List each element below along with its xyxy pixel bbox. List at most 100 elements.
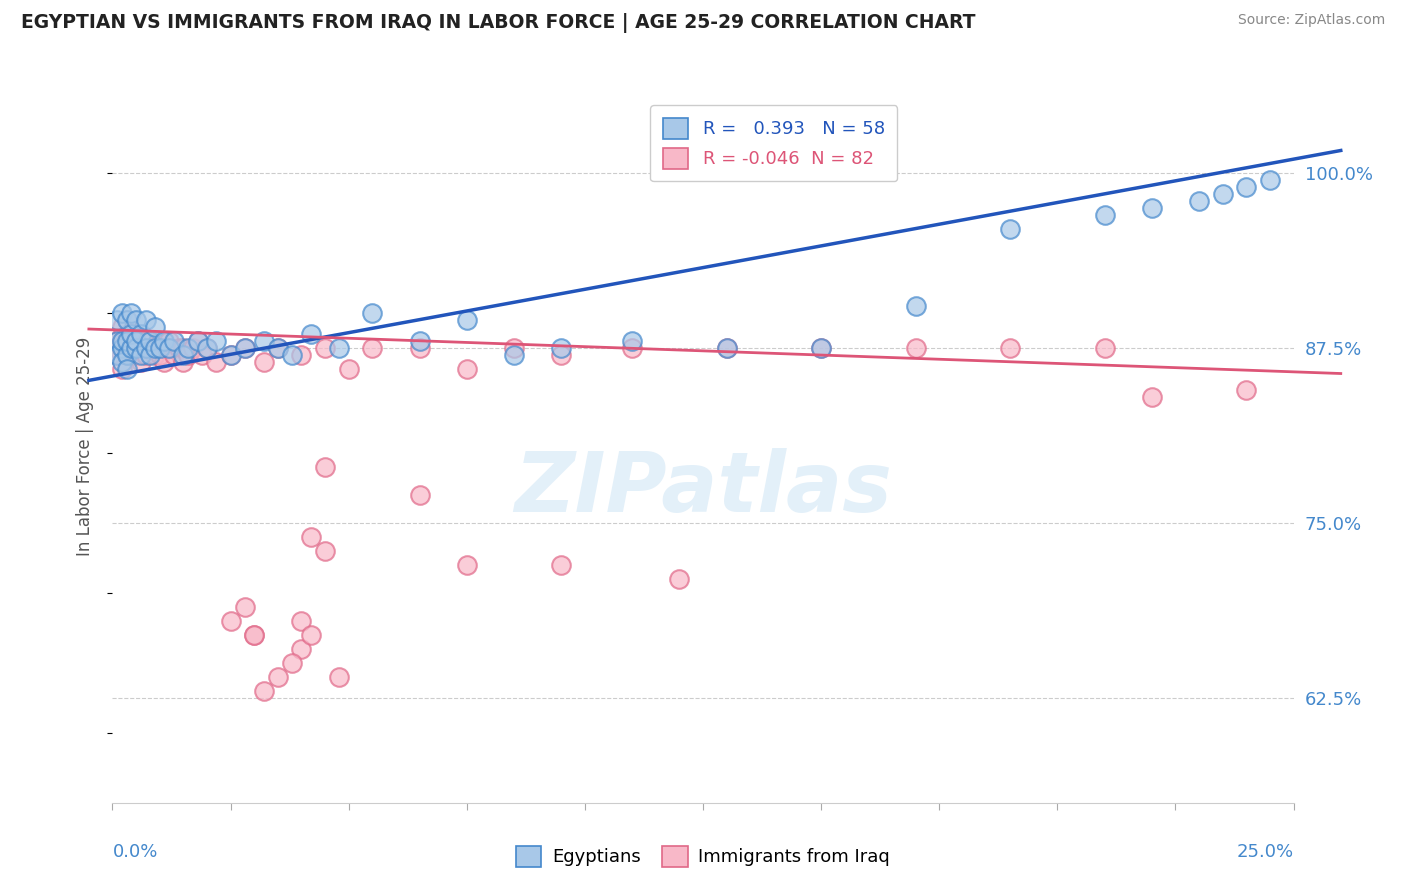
Point <box>139 334 162 348</box>
Point <box>105 334 128 348</box>
Point <box>1140 201 1163 215</box>
Point <box>1094 208 1116 222</box>
Point <box>456 558 478 572</box>
Point <box>1140 390 1163 404</box>
Point <box>550 558 572 572</box>
Point <box>299 628 322 642</box>
Point <box>290 614 312 628</box>
Point <box>253 684 276 698</box>
Point <box>111 341 134 355</box>
Point <box>361 341 384 355</box>
Point <box>120 341 142 355</box>
Point <box>267 341 290 355</box>
Point <box>105 348 128 362</box>
Point <box>186 334 208 348</box>
Point <box>125 313 148 327</box>
Point <box>129 348 152 362</box>
Point <box>621 334 644 348</box>
Point <box>129 355 152 369</box>
Point <box>408 341 430 355</box>
Point <box>233 599 256 614</box>
Point <box>195 341 218 355</box>
Point <box>105 313 128 327</box>
Point <box>111 306 134 320</box>
Point <box>115 313 138 327</box>
Point <box>181 341 204 355</box>
Point <box>408 334 430 348</box>
Point <box>149 341 172 355</box>
Point <box>172 355 194 369</box>
Text: Source: ZipAtlas.com: Source: ZipAtlas.com <box>1237 13 1385 28</box>
Point <box>205 334 228 348</box>
Point <box>503 341 526 355</box>
Point <box>105 348 128 362</box>
Point <box>186 334 208 348</box>
Point <box>243 628 266 642</box>
Point <box>314 544 336 558</box>
Point <box>267 670 290 684</box>
Point <box>904 299 927 313</box>
Point <box>157 334 180 348</box>
Point <box>328 341 350 355</box>
Point <box>135 341 157 355</box>
Point <box>157 341 180 355</box>
Point <box>135 334 157 348</box>
Point <box>149 348 172 362</box>
Point <box>129 327 152 342</box>
Point <box>120 327 142 342</box>
Point <box>135 313 157 327</box>
Point <box>716 341 738 355</box>
Point <box>111 341 134 355</box>
Point <box>904 341 927 355</box>
Point <box>143 341 166 355</box>
Point <box>125 334 148 348</box>
Point <box>233 341 256 355</box>
Point <box>503 348 526 362</box>
Point <box>115 341 138 355</box>
Point <box>135 341 157 355</box>
Point <box>105 341 128 355</box>
Point <box>1258 173 1281 187</box>
Point <box>281 656 304 670</box>
Point <box>1094 341 1116 355</box>
Point <box>253 355 276 369</box>
Point <box>111 334 134 348</box>
Point <box>111 355 134 369</box>
Point <box>143 341 166 355</box>
Point <box>998 222 1021 236</box>
Point <box>290 348 312 362</box>
Point <box>299 530 322 544</box>
Point <box>408 488 430 502</box>
Point <box>621 341 644 355</box>
Point <box>115 334 138 348</box>
Point <box>157 341 180 355</box>
Legend: Egyptians, Immigrants from Iraq: Egyptians, Immigrants from Iraq <box>509 838 897 874</box>
Point <box>167 341 190 355</box>
Point <box>149 334 172 348</box>
Point <box>456 362 478 376</box>
Text: EGYPTIAN VS IMMIGRANTS FROM IRAQ IN LABOR FORCE | AGE 25-29 CORRELATION CHART: EGYPTIAN VS IMMIGRANTS FROM IRAQ IN LABO… <box>21 13 976 33</box>
Point <box>120 306 142 320</box>
Point <box>125 341 148 355</box>
Point <box>290 641 312 656</box>
Point <box>177 341 200 355</box>
Point <box>135 348 157 362</box>
Point <box>153 341 176 355</box>
Point <box>810 341 832 355</box>
Point <box>125 348 148 362</box>
Point <box>328 670 350 684</box>
Point <box>163 334 186 348</box>
Point <box>243 628 266 642</box>
Point <box>219 614 242 628</box>
Point <box>550 348 572 362</box>
Text: ZIPatlas: ZIPatlas <box>515 449 891 529</box>
Point <box>120 348 142 362</box>
Point <box>172 348 194 362</box>
Point <box>998 341 1021 355</box>
Point <box>143 320 166 334</box>
Point <box>111 362 134 376</box>
Point <box>129 341 152 355</box>
Point <box>299 327 322 342</box>
Point <box>120 341 142 355</box>
Point <box>153 334 176 348</box>
